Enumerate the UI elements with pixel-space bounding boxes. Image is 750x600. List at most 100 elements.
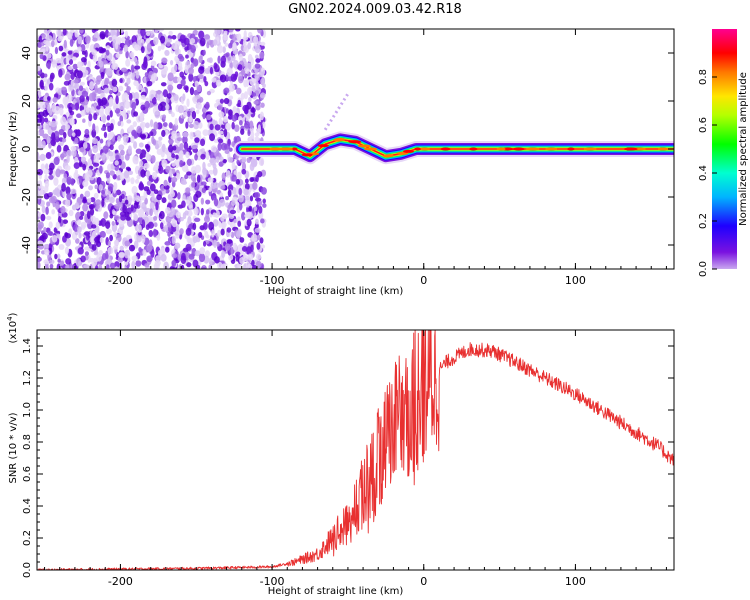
noise-speck	[144, 143, 150, 150]
bot-ylabel: SNR (10 * v/v)	[8, 412, 19, 483]
bot-xtick-label: 0	[420, 575, 427, 588]
noise-speck	[152, 138, 157, 146]
noise-speck	[114, 41, 119, 50]
noise-speck	[79, 95, 85, 103]
noise-speck	[217, 142, 222, 152]
ridge-hotspot	[402, 149, 415, 153]
noise-speck	[121, 93, 126, 102]
noise-speck	[200, 148, 205, 153]
noise-speck	[144, 216, 149, 223]
noise-speck	[67, 65, 74, 70]
noise-speck	[40, 213, 46, 222]
noise-speck	[75, 238, 80, 244]
colorbar-tick-label: 0.0	[698, 261, 709, 277]
noise-speck	[44, 180, 50, 188]
noise-speck	[48, 231, 54, 236]
noise-speck	[210, 229, 215, 238]
noise-speck	[109, 156, 115, 163]
noise-speck	[61, 86, 67, 91]
noise-speck	[213, 239, 218, 248]
noise-speck	[211, 195, 217, 201]
noise-speck	[101, 97, 108, 106]
noise-speck	[248, 87, 252, 96]
noise-speck	[156, 89, 162, 95]
noise-speck	[115, 170, 122, 176]
noise-speck	[161, 129, 166, 138]
noise-speck	[262, 198, 266, 204]
noise-speck	[171, 259, 177, 267]
noise-speck	[177, 104, 184, 114]
noise-speck	[231, 55, 236, 62]
noise-speck	[37, 221, 44, 229]
noise-speck	[150, 249, 155, 258]
noise-speck	[224, 149, 230, 155]
noise-speck	[87, 197, 92, 203]
noise-speck	[153, 189, 159, 195]
noise-speck	[256, 128, 261, 135]
noise-speck	[244, 183, 250, 190]
noise-speck	[140, 104, 146, 111]
noise-speck	[171, 34, 177, 40]
noise-speck	[200, 181, 207, 186]
noise-speck	[171, 199, 177, 208]
noise-speck	[125, 50, 129, 59]
noise-speck	[231, 174, 237, 182]
noise-speck	[39, 79, 44, 88]
noise-speck	[71, 132, 76, 137]
noise-speck	[84, 251, 89, 256]
noise-speck	[81, 90, 89, 97]
noise-speck	[234, 29, 241, 32]
noise-speck	[133, 57, 138, 63]
noise-speck	[124, 240, 131, 247]
noise-speck	[228, 29, 234, 33]
noise-speck	[244, 178, 249, 184]
noise-speck	[37, 89, 42, 98]
ridge-hotspot	[269, 147, 278, 151]
noise-speck	[107, 246, 114, 255]
noise-speck	[119, 245, 124, 251]
noise-speck	[203, 222, 208, 230]
noise-speck	[98, 184, 104, 191]
ridge-hotspot	[291, 147, 298, 151]
noise-speck	[189, 37, 196, 44]
noise-speck	[238, 187, 242, 196]
noise-speck	[88, 203, 95, 210]
noise-speck	[112, 210, 117, 216]
noise-speck	[69, 117, 75, 126]
noise-speck	[95, 79, 101, 85]
noise-speck	[37, 261, 41, 269]
noise-speck	[82, 118, 86, 123]
noise-speck	[169, 59, 174, 66]
ridge-hotspot	[526, 147, 540, 151]
noise-speck	[114, 204, 121, 210]
noise-speck	[133, 141, 138, 149]
noise-speck	[133, 240, 139, 249]
noise-speck	[130, 72, 136, 81]
noise-speck	[232, 33, 237, 42]
noise-speck	[227, 156, 234, 163]
noise-speck	[171, 130, 177, 137]
noise-speck	[260, 187, 267, 195]
noise-speck	[223, 29, 229, 32]
noise-speck	[209, 123, 214, 131]
noise-speck	[182, 135, 188, 144]
noise-speck	[206, 90, 212, 96]
noise-speck	[170, 176, 178, 183]
noise-speck	[92, 29, 99, 32]
noise-speck	[117, 135, 121, 142]
noise-speck	[161, 57, 168, 64]
noise-speck	[127, 71, 132, 80]
noise-speck	[171, 162, 177, 167]
noise-speck	[190, 63, 195, 69]
snr-series	[37, 330, 674, 570]
noise-speck	[88, 113, 93, 122]
noise-speck	[60, 205, 66, 214]
noise-speck	[221, 250, 226, 258]
noise-speck	[119, 115, 124, 123]
noise-speck	[64, 232, 69, 237]
ridge-hotspot	[349, 140, 362, 144]
noise-speck	[50, 120, 57, 128]
noise-speck	[214, 124, 221, 131]
noise-speck	[66, 32, 72, 39]
